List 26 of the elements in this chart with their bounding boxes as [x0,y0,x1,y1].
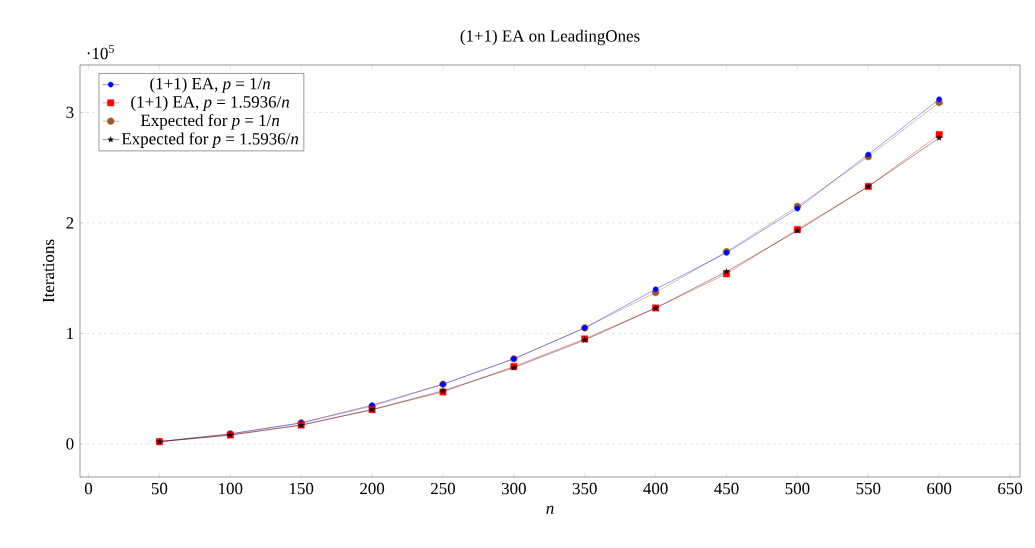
chart-title: (1+1) EA on LeadingOnes [460,29,640,46]
x-tick-label: 550 [856,482,881,495]
x-tick-label: 500 [785,482,810,495]
y-tick-label: 3 [66,106,74,119]
x-tick-label: 50 [151,482,168,495]
x-tick-label: 450 [714,482,739,495]
legend-label: (1+1) EA, p = 1/n [150,77,271,93]
y-tick-label: 2 [66,217,74,229]
text: ·10$^{5}$ [87,44,114,60]
x-tick-label: 600 [927,482,952,495]
x-tick-label: 650 [998,482,1023,495]
legend-label: Expected for p = 1.5936/n [121,132,299,148]
y-tick-label: 0 [66,438,74,450]
legend-label: Expected for p = 1/n [140,113,280,130]
x-axis-title: n [546,505,554,514]
x-tick-label: 0 [84,482,93,495]
x-tick-label: 150 [289,482,314,495]
y-tick-label: 1 [67,327,74,339]
x-tick-label: 200 [360,482,385,495]
x-tick-label: 100 [219,482,243,495]
x-tick-label: 250 [431,482,456,495]
x-tick-label: 350 [572,482,597,495]
legend-label: (1+1) EA, p = 1.5936/n [131,95,290,112]
x-tick-label: 300 [501,482,526,495]
x-tick-label: 400 [643,482,668,495]
y-axis-title: Iterations [42,239,55,303]
